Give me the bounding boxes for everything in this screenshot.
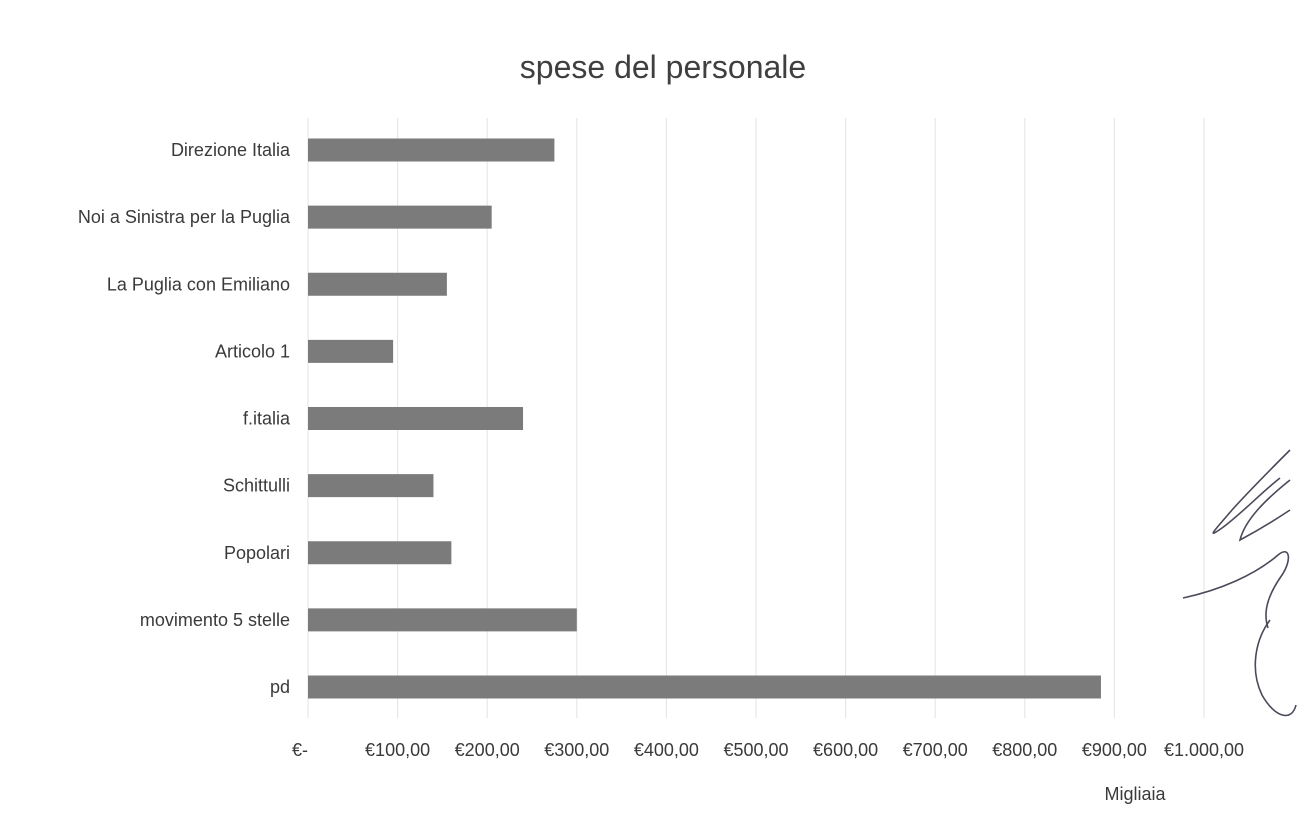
bar: [308, 205, 492, 229]
bar: [308, 474, 434, 498]
category-label: pd: [270, 677, 290, 697]
x-tick-label: €100,00: [365, 740, 430, 760]
x-tick-label: €300,00: [544, 740, 609, 760]
x-tick-label: €200,00: [455, 740, 520, 760]
bar: [308, 608, 577, 632]
x-tick-label: €400,00: [634, 740, 699, 760]
bar: [308, 675, 1101, 699]
bars: [308, 138, 1101, 699]
category-label: Direzione Italia: [171, 140, 291, 160]
category-label: La Puglia con Emiliano: [107, 274, 290, 294]
category-label: Articolo 1: [215, 341, 290, 361]
category-label: Schittulli: [223, 476, 290, 496]
x-tick-label: €500,00: [723, 740, 788, 760]
x-tick-label: €-: [292, 740, 308, 760]
category-label: f.italia: [243, 409, 291, 429]
category-label: movimento 5 stelle: [140, 610, 290, 630]
category-labels: Direzione Italia Noi a Sinistra per la Pu…: [78, 140, 291, 697]
x-tick-labels: €- €100,00 €200,00 €300,00 €400,00 €500,00 €60…: [292, 740, 1244, 760]
x-unit-label: Migliaia: [1104, 784, 1166, 804]
x-tick-label: €700,00: [903, 740, 968, 760]
bar: [308, 272, 447, 296]
bar: [308, 138, 555, 162]
x-tick-label: €600,00: [813, 740, 878, 760]
handwritten-signature: [1182, 449, 1297, 717]
bar: [308, 407, 524, 430]
x-tick-label: €800,00: [992, 740, 1057, 760]
category-label: Popolari: [224, 543, 290, 563]
category-label: Noi a Sinistra per la Puglia: [78, 207, 291, 227]
x-tick-label: €1.000,00: [1164, 740, 1244, 760]
x-tick-label: €900,00: [1082, 740, 1147, 760]
bar: [308, 339, 394, 363]
chart-title: spese del personale: [520, 49, 806, 85]
bar: [308, 541, 452, 565]
